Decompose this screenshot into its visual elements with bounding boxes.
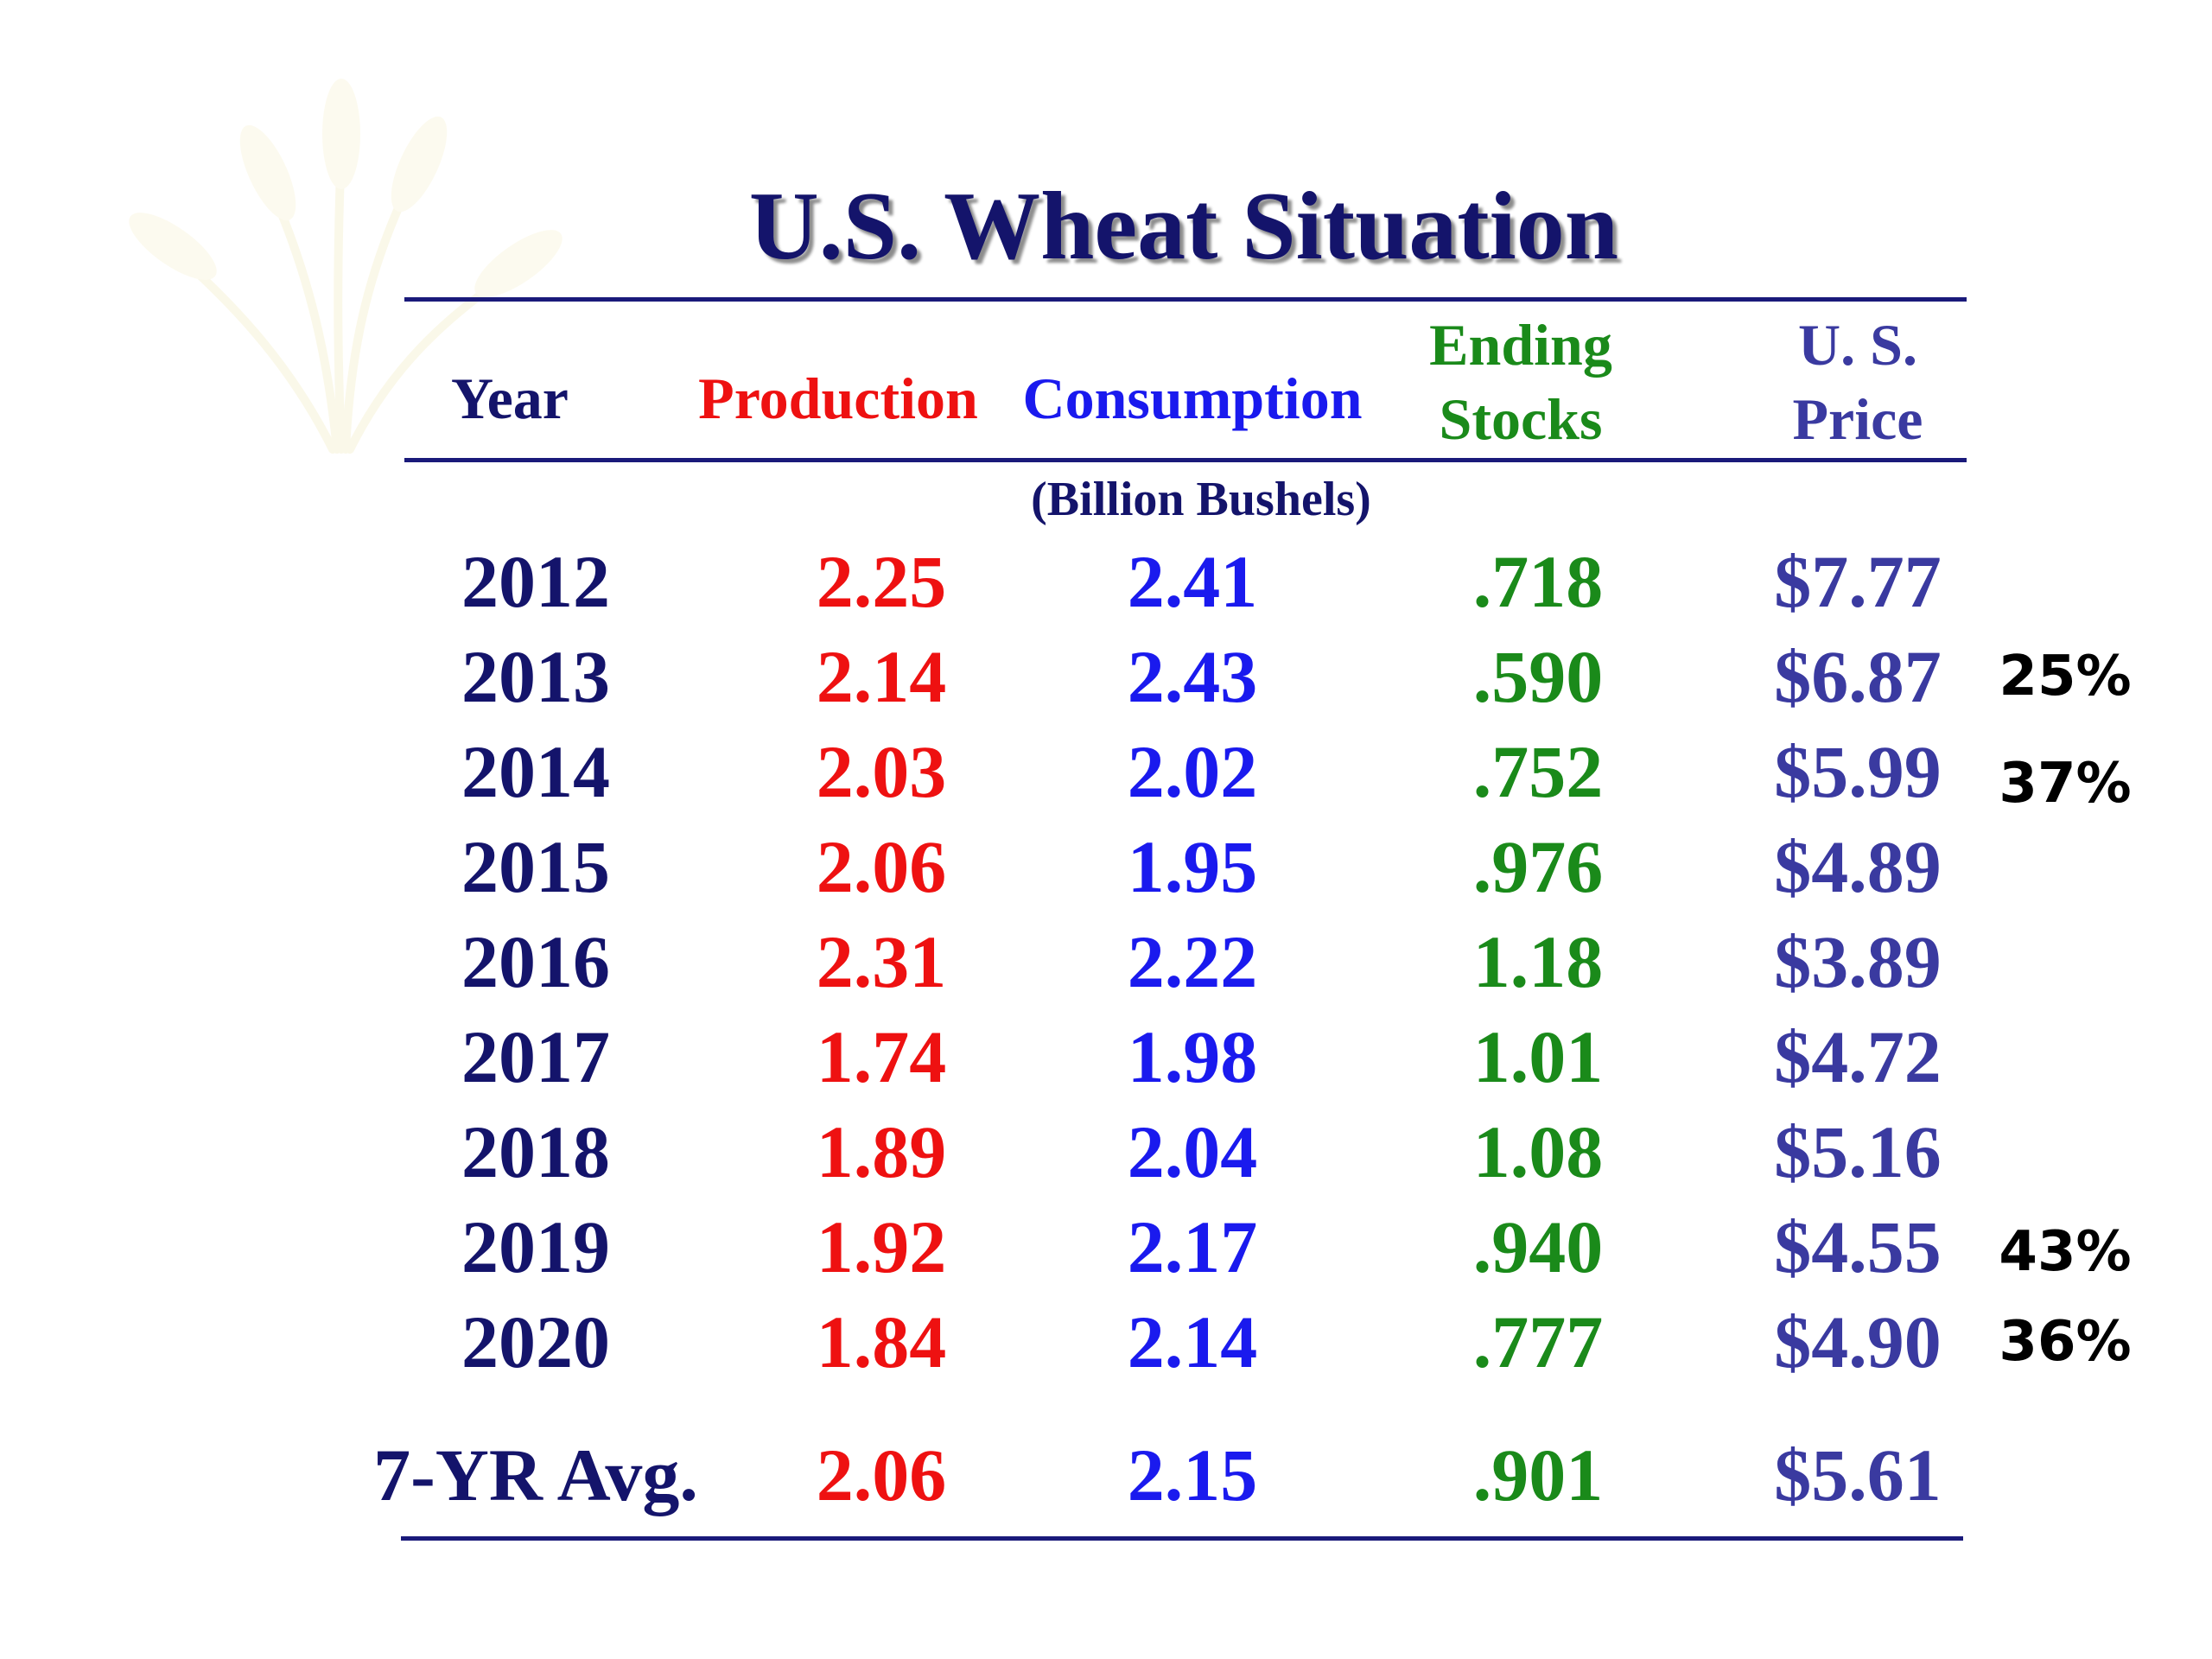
cell-stocks: .590 — [1472, 635, 1604, 718]
table-row: 2016 2.31 2.22 1.18 $3.89 — [0, 914, 2212, 1009]
cell-production: 2.06 — [816, 825, 947, 908]
cell-production: 2.31 — [816, 920, 947, 1003]
header-price-line1: U. S. — [1798, 312, 1917, 378]
cell-percent: 36% — [1999, 1310, 2132, 1374]
cell-percent: 43% — [1999, 1220, 2132, 1284]
cell-production: 1.92 — [816, 1205, 947, 1288]
table-row: 2013 2.14 2.43 .590 $6.87 25% — [0, 629, 2212, 724]
table-row: 2015 2.06 1.95 .976 $4.89 — [0, 819, 2212, 914]
cell-price: $4.90 — [1774, 1300, 1942, 1383]
cell-price: $7.77 — [1774, 540, 1942, 623]
units-label: (Billion Bushels) — [1031, 473, 1371, 526]
cell-consumption: 2.02 — [1127, 730, 1258, 813]
cell-production: 1.89 — [816, 1110, 947, 1193]
cell-year: 2017 — [461, 1015, 610, 1098]
average-consumption: 2.15 — [1127, 1433, 1258, 1516]
header-stocks-line2: Stocks — [1439, 386, 1603, 452]
average-production: 2.06 — [816, 1433, 947, 1516]
cell-consumption: 2.43 — [1127, 635, 1258, 718]
cell-year: 2015 — [461, 825, 610, 908]
header-production: Production — [698, 365, 978, 431]
table-row: 2018 1.89 2.04 1.08 $5.16 — [0, 1104, 2212, 1199]
wheat-watermark-icon — [129, 79, 563, 454]
cell-consumption: 2.22 — [1127, 920, 1258, 1003]
cell-stocks: .777 — [1472, 1300, 1604, 1383]
cell-consumption: 2.17 — [1127, 1205, 1258, 1288]
cell-stocks: .976 — [1472, 825, 1604, 908]
header-consumption: Consumption — [1022, 365, 1363, 431]
table-row: 2014 2.03 2.02 .752 $5.99 37% — [0, 724, 2212, 819]
cell-percent: 37% — [1999, 752, 2132, 816]
cell-price: $4.89 — [1774, 825, 1942, 908]
cell-stocks: 1.18 — [1472, 920, 1604, 1003]
table-row: 2019 1.92 2.17 .940 $4.55 43% — [0, 1199, 2212, 1294]
cell-consumption: 1.98 — [1127, 1015, 1258, 1098]
cell-production: 2.25 — [816, 540, 947, 623]
table-top-rule — [404, 297, 1967, 302]
cell-consumption: 1.95 — [1127, 825, 1258, 908]
cell-price: $5.16 — [1774, 1110, 1942, 1193]
cell-consumption: 2.14 — [1127, 1300, 1258, 1383]
average-row: 7-YR Avg. 2.06 2.15 .901 $5.61 — [0, 1427, 2212, 1522]
average-stocks: .901 — [1472, 1433, 1604, 1516]
header-price-line2: Price — [1792, 386, 1923, 452]
cell-year: 2019 — [461, 1205, 610, 1288]
table-bottom-rule — [401, 1536, 1963, 1541]
cell-consumption: 2.04 — [1127, 1110, 1258, 1193]
cell-year: 2016 — [461, 920, 610, 1003]
cell-stocks: 1.08 — [1472, 1110, 1604, 1193]
cell-production: 1.74 — [816, 1015, 947, 1098]
cell-percent: 25% — [1999, 645, 2132, 709]
cell-production: 2.03 — [816, 730, 947, 813]
cell-year: 2012 — [461, 540, 610, 623]
cell-consumption: 2.41 — [1127, 540, 1258, 623]
cell-year: 2020 — [461, 1300, 610, 1383]
cell-stocks: .718 — [1472, 540, 1604, 623]
cell-stocks: 1.01 — [1472, 1015, 1604, 1098]
table-row: 2017 1.74 1.98 1.01 $4.72 — [0, 1009, 2212, 1104]
cell-stocks: .940 — [1472, 1205, 1604, 1288]
cell-production: 1.84 — [816, 1300, 947, 1383]
cell-year: 2013 — [461, 635, 610, 718]
average-label: 7-YR Avg. — [373, 1433, 698, 1516]
table-row: 2012 2.25 2.41 .718 $7.77 — [0, 534, 2212, 629]
cell-year: 2018 — [461, 1110, 610, 1193]
cell-price: $4.72 — [1774, 1015, 1942, 1098]
header-stocks-line1: Ending — [1429, 312, 1612, 378]
header-year: Year — [451, 365, 569, 431]
page-title: U.S. Wheat Situation — [748, 173, 1619, 280]
cell-price: $6.87 — [1774, 635, 1942, 718]
average-price: $5.61 — [1774, 1433, 1942, 1516]
cell-production: 2.14 — [816, 635, 947, 718]
header-bottom-rule — [404, 458, 1967, 462]
cell-price: $5.99 — [1774, 730, 1942, 813]
cell-price: $3.89 — [1774, 920, 1942, 1003]
cell-stocks: .752 — [1472, 730, 1604, 813]
cell-price: $4.55 — [1774, 1205, 1942, 1288]
table-row: 2020 1.84 2.14 .777 $4.90 36% — [0, 1294, 2212, 1389]
cell-year: 2014 — [461, 730, 610, 813]
